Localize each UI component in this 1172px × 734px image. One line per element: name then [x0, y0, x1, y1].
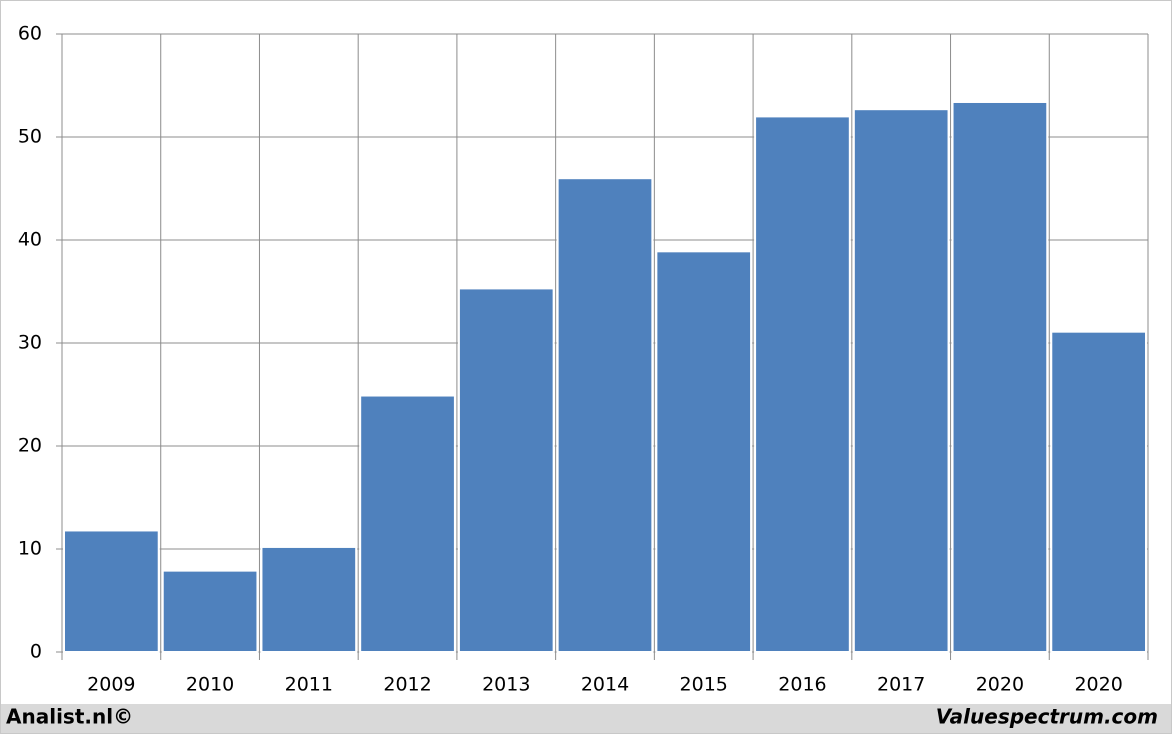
y-tick-label: 20: [18, 435, 42, 457]
bar: [63, 529, 160, 654]
credit-right: Valuespectrum.com: [936, 705, 1158, 729]
x-tick-label: 2015: [680, 674, 728, 696]
bar: [754, 115, 851, 653]
bar: [359, 394, 456, 653]
bar: [556, 177, 654, 653]
x-tick-label: 2013: [482, 674, 530, 696]
bar: [655, 250, 753, 654]
footer-bar: [1, 704, 1171, 733]
credit-left: Analist.nl©: [6, 705, 133, 729]
bar: [457, 287, 555, 653]
y-tick-label: 30: [18, 332, 42, 354]
bar: [852, 108, 950, 653]
y-tick-label: 50: [18, 126, 42, 148]
y-tick-label: 60: [18, 23, 42, 45]
x-tick-label: 2010: [186, 674, 234, 696]
x-tick-label: 2020: [976, 674, 1024, 696]
x-tick-label: 2011: [285, 674, 333, 696]
x-tick-label: 2012: [383, 674, 431, 696]
bar: [161, 569, 259, 654]
x-tick-label: 2020: [1074, 674, 1122, 696]
bar: [1050, 330, 1147, 653]
bar: [260, 545, 358, 653]
bar: [951, 100, 1049, 654]
x-tick-label: 2014: [581, 674, 629, 696]
x-tick-label: 2016: [778, 674, 826, 696]
y-tick-label: 10: [18, 538, 42, 560]
y-tick-label: 40: [18, 229, 42, 251]
x-tick-label: 2017: [877, 674, 925, 696]
y-tick-label: 0: [30, 641, 42, 663]
x-tick-label: 2009: [87, 674, 135, 696]
